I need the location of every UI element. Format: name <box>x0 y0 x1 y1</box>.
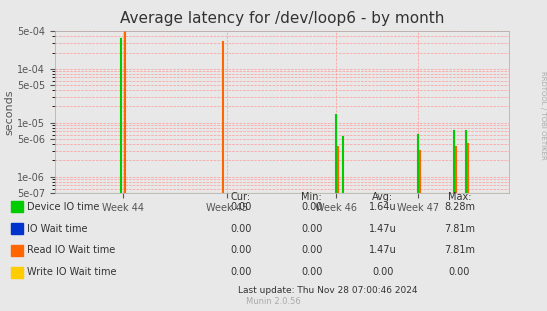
Text: IO Wait time: IO Wait time <box>27 224 88 234</box>
Title: Average latency for /dev/loop6 - by month: Average latency for /dev/loop6 - by mont… <box>119 11 444 26</box>
Text: 0.00: 0.00 <box>230 245 252 255</box>
Text: Munin 2.0.56: Munin 2.0.56 <box>246 297 301 306</box>
Text: 1.47u: 1.47u <box>369 245 397 255</box>
Text: 7.81m: 7.81m <box>444 245 475 255</box>
Text: 1.64u: 1.64u <box>369 202 397 212</box>
Text: Last update: Thu Nov 28 07:00:46 2024: Last update: Thu Nov 28 07:00:46 2024 <box>238 286 418 295</box>
Text: 0.00: 0.00 <box>301 245 323 255</box>
Text: 0.00: 0.00 <box>230 267 252 277</box>
Text: 0.00: 0.00 <box>449 267 470 277</box>
Text: 7.81m: 7.81m <box>444 224 475 234</box>
Text: Max:: Max: <box>448 193 471 202</box>
Text: RRDTOOL / TOBI OETIKER: RRDTOOL / TOBI OETIKER <box>540 71 546 160</box>
Text: Min:: Min: <box>301 193 322 202</box>
Text: Read IO Wait time: Read IO Wait time <box>27 245 115 255</box>
Text: 0.00: 0.00 <box>230 224 252 234</box>
Text: 8.28m: 8.28m <box>444 202 475 212</box>
Text: Cur:: Cur: <box>231 193 251 202</box>
Text: 1.47u: 1.47u <box>369 224 397 234</box>
Text: Avg:: Avg: <box>373 193 393 202</box>
Text: 0.00: 0.00 <box>301 202 323 212</box>
Text: 0.00: 0.00 <box>230 202 252 212</box>
Text: Device IO time: Device IO time <box>27 202 100 212</box>
Text: 0.00: 0.00 <box>372 267 394 277</box>
Y-axis label: seconds: seconds <box>4 89 14 135</box>
Text: 0.00: 0.00 <box>301 224 323 234</box>
Text: Write IO Wait time: Write IO Wait time <box>27 267 117 277</box>
Text: 0.00: 0.00 <box>301 267 323 277</box>
